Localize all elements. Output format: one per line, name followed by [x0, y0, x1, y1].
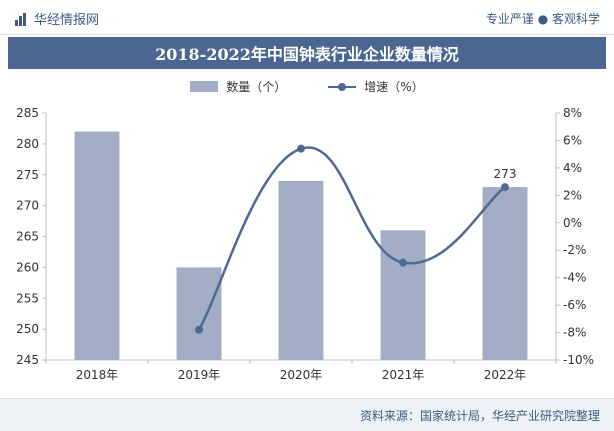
chart-logo-icon: [14, 11, 28, 26]
tagline: 专业严谨 ● 客观科学: [485, 12, 600, 26]
brand-name: 华经情报网: [34, 13, 100, 28]
y-left-tick-label: 245: [16, 353, 39, 367]
y-left-tick-label: 280: [16, 137, 39, 151]
bar: [176, 267, 222, 360]
legend-label-count: 数量（个）: [226, 80, 287, 94]
y-right-tick-label: -2%: [563, 243, 586, 257]
legend-item-count: 数量（个）: [190, 78, 286, 95]
legend-bar-swatch: [190, 81, 219, 92]
y-left-tick-label: 270: [16, 199, 39, 213]
x-tick-label: 2020年: [280, 368, 323, 382]
bar: [74, 131, 120, 360]
y-right-tick-label: 6%: [563, 133, 582, 147]
y-left-tick-label: 265: [16, 230, 39, 244]
growth-point: [501, 183, 509, 192]
y-left-tick-label: 255: [16, 291, 39, 305]
footer: 资料来源：国家统计局，华经产业研究院整理: [0, 398, 614, 431]
bar: [380, 230, 426, 360]
growth-point: [297, 144, 305, 153]
y-right-tick-label: 4%: [563, 161, 582, 175]
y-right-tick-label: -8%: [563, 326, 586, 340]
y-right-tick-label: 8%: [563, 106, 582, 120]
growth-point: [399, 258, 407, 267]
y-right-tick-label: -6%: [563, 298, 586, 312]
bar: [278, 180, 324, 360]
y-left-tick-label: 250: [16, 322, 39, 336]
y-right-tick-label: -10%: [563, 353, 594, 367]
legend-label-growth: 增速（%）: [364, 80, 424, 94]
bar-data-label: 273: [494, 167, 517, 181]
y-left-tick-label: 260: [16, 260, 39, 274]
y-right-tick-label: 0%: [563, 216, 582, 230]
y-right-tick-label: 2%: [563, 188, 582, 202]
chart-title-bar: 2018-2022年中国钟表行业企业数量情况: [8, 37, 606, 69]
y-left-tick-label: 275: [16, 168, 39, 182]
brand: 华经情报网: [14, 9, 99, 28]
x-tick-label: 2019年: [178, 368, 221, 382]
top-bar: 华经情报网 专业严谨 ● 客观科学: [0, 0, 614, 35]
y-left-tick-label: 285: [16, 106, 39, 120]
chart-legend: 数量（个） 增速（%）: [0, 78, 614, 95]
x-tick-label: 2021年: [382, 368, 425, 382]
chart-area: 245 250 255 260 265 270 275 280 285 -10% -8% -6% -4%…: [16, 106, 594, 382]
legend-item-growth: 增速（%）: [328, 78, 424, 95]
x-tick-label: 2022年: [484, 368, 527, 382]
bar: [482, 187, 528, 360]
y-right-tick-label: -4%: [563, 271, 586, 285]
source-note: 资料来源：国家统计局，华经产业研究院整理: [359, 409, 600, 423]
chart-title: 2018-2022年中国钟表行业企业数量情况: [155, 45, 459, 64]
legend-line-swatch: [328, 81, 357, 92]
growth-line: [197, 146, 506, 331]
x-tick-label: 2018年: [76, 368, 119, 382]
growth-point: [195, 325, 203, 334]
